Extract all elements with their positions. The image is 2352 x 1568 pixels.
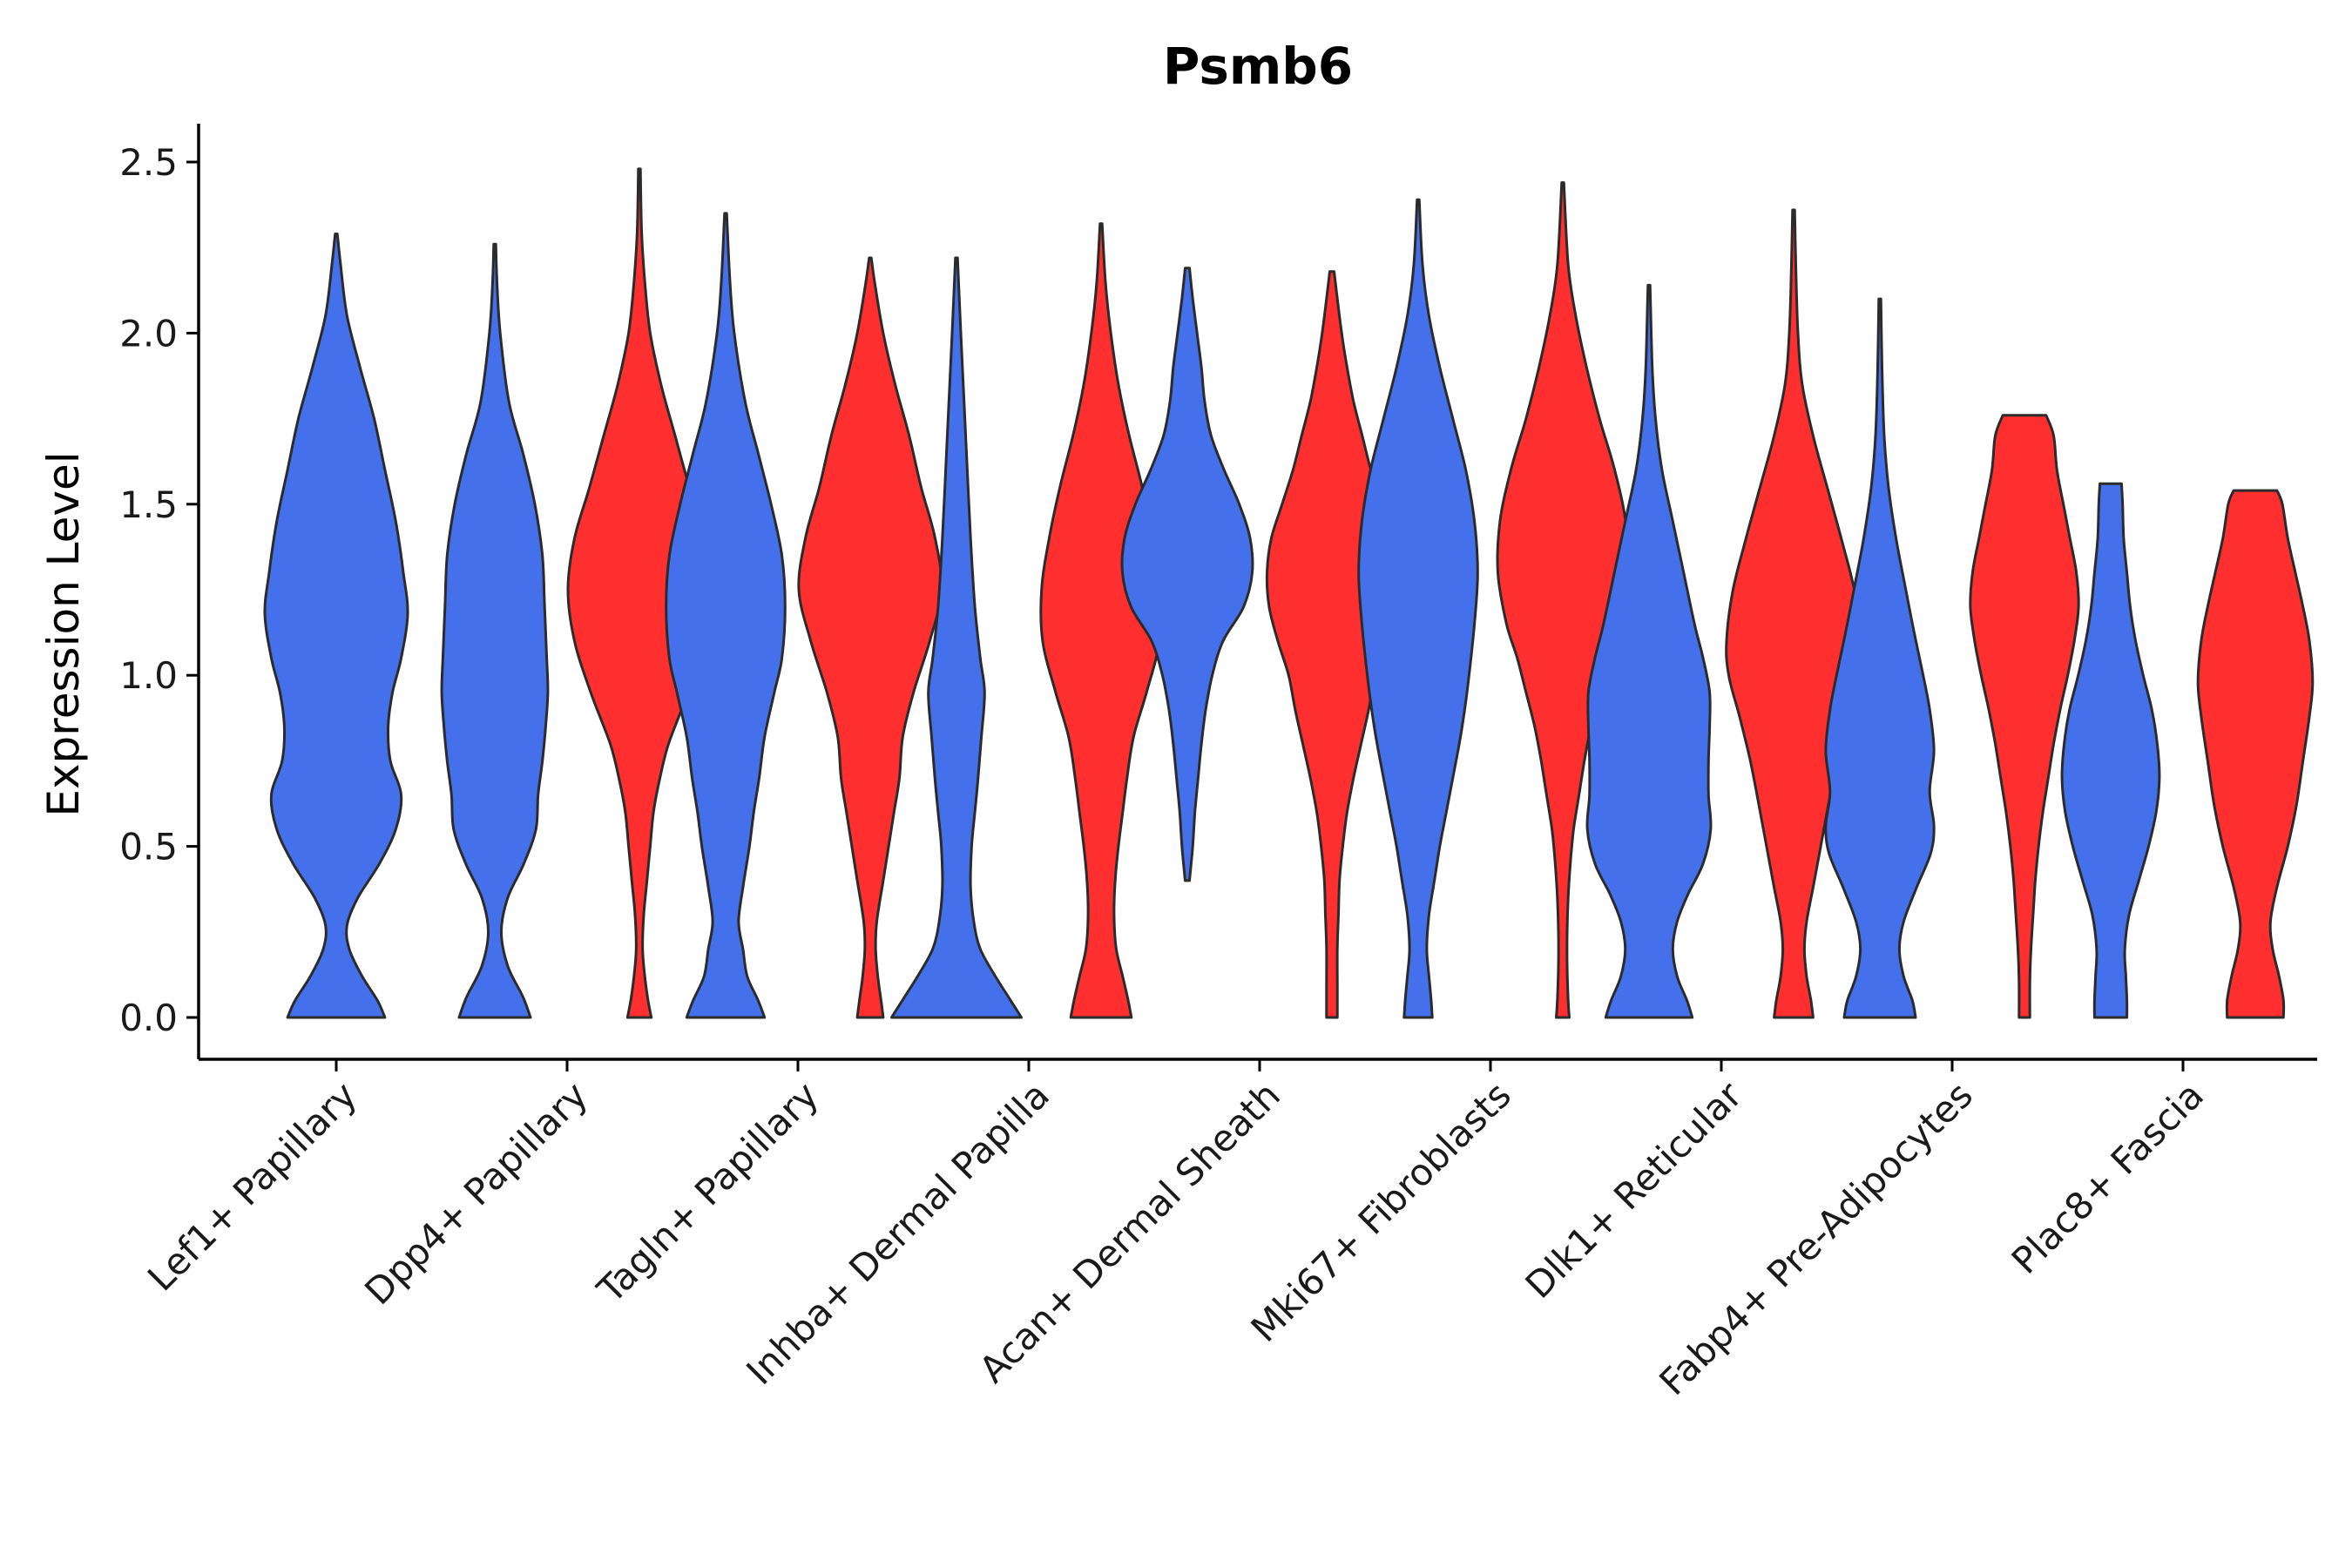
x-tick-label: Plac8+ Fascia: [2004, 1073, 2212, 1281]
violin-blue: [440, 242, 550, 1019]
violin-red: [1265, 270, 1399, 1019]
violin-red: [1039, 222, 1163, 1019]
chart-title: Psmb6: [1163, 37, 1353, 96]
violin-red: [1496, 181, 1630, 1019]
violin-red: [2196, 489, 2315, 1019]
y-tick-label: 2.0: [119, 312, 178, 355]
violin-red: [1969, 414, 2080, 1019]
violin-blue: [1585, 283, 1713, 1019]
x-tick-label: Dpp4+ Papillary: [356, 1073, 596, 1313]
violin-red: [1725, 208, 1862, 1019]
y-tick-label: 0.0: [119, 997, 178, 1039]
violins-group: [263, 167, 2315, 1019]
y-tick-label: 0.5: [119, 826, 178, 868]
violin-blue: [1120, 267, 1254, 882]
x-tick-label: Lef1+ Papillary: [139, 1073, 365, 1299]
x-tick-label: Dlk1+ Reticular: [1517, 1073, 1751, 1307]
violin-blue: [890, 256, 1023, 1019]
x-tick-label: Tagln+ Papillary: [589, 1073, 827, 1311]
y-axis-label: Expression Level: [38, 451, 89, 816]
y-tick-label: 2.5: [119, 141, 178, 184]
violin-blue: [665, 212, 787, 1019]
violin-blue: [1824, 297, 1936, 1019]
x-tick-label: Mki67+ Fibroblasts: [1243, 1073, 1519, 1349]
y-tick-label: 1.5: [119, 483, 178, 526]
y-axis-ticks: 0.0 0.5 1.0 1.5 2.0 2.5: [119, 141, 199, 1039]
violin-blue: [2060, 482, 2161, 1019]
y-tick-label: 1.0: [119, 654, 178, 697]
violin-blue: [263, 233, 409, 1019]
violin-red: [566, 167, 713, 1019]
violin-red: [797, 256, 943, 1019]
violin-blue: [1357, 198, 1479, 1019]
